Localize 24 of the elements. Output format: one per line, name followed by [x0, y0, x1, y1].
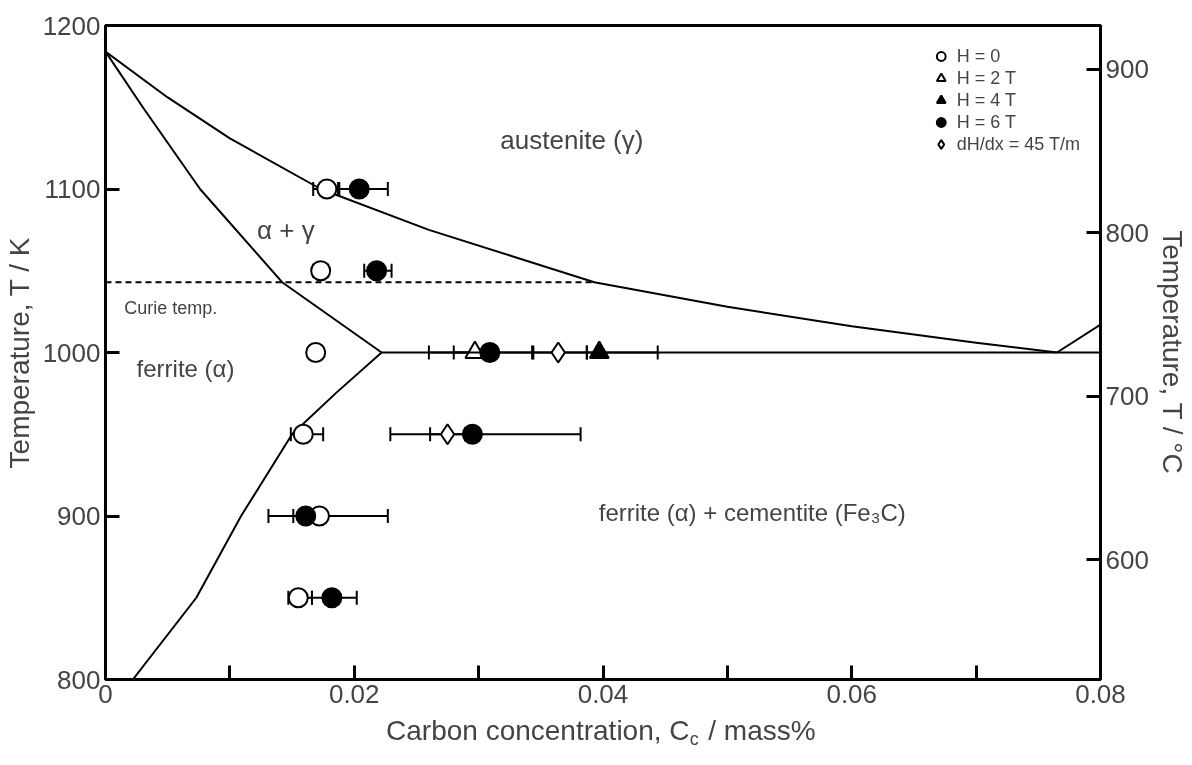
y-tick-label: 900	[57, 501, 101, 531]
legend-label: H = 0	[956, 45, 1001, 67]
y2-tick-label: 700	[1105, 381, 1149, 412]
x-tick-label: 0.06	[826, 678, 878, 709]
y2-tick-label: 800	[1105, 217, 1149, 248]
annotation: ferrite (α) + cementite (Fe₃C)	[598, 499, 906, 527]
legend-label: H = 6 T	[956, 111, 1016, 133]
legend-label: H = 2 T	[956, 67, 1016, 89]
y-tick-label: 1100	[44, 174, 101, 204]
annotation: ferrite (α)	[136, 355, 235, 383]
annotation: Curie temp.	[124, 298, 218, 319]
annotation: austenite (γ)	[500, 124, 644, 155]
y2-tick-label: 900	[1105, 54, 1149, 85]
x-tick-label: 0.04	[577, 678, 629, 709]
x-tick-label: 0.08	[1075, 678, 1126, 709]
y-axis-title: Temperature, T / K	[3, 237, 35, 469]
legend-label: H = 4 T	[956, 89, 1016, 111]
y-tick-label: 1000	[42, 337, 101, 368]
y2-tick-label: 600	[1105, 544, 1149, 575]
x-tick-label: 0.02	[328, 678, 380, 709]
legend-label: dH/dx = 45 T/m	[956, 133, 1080, 155]
y2-axis-title: Temperature, T / °C	[1156, 230, 1188, 474]
y-tick-label: 1200	[42, 10, 101, 41]
annotation: α + γ	[257, 214, 315, 245]
